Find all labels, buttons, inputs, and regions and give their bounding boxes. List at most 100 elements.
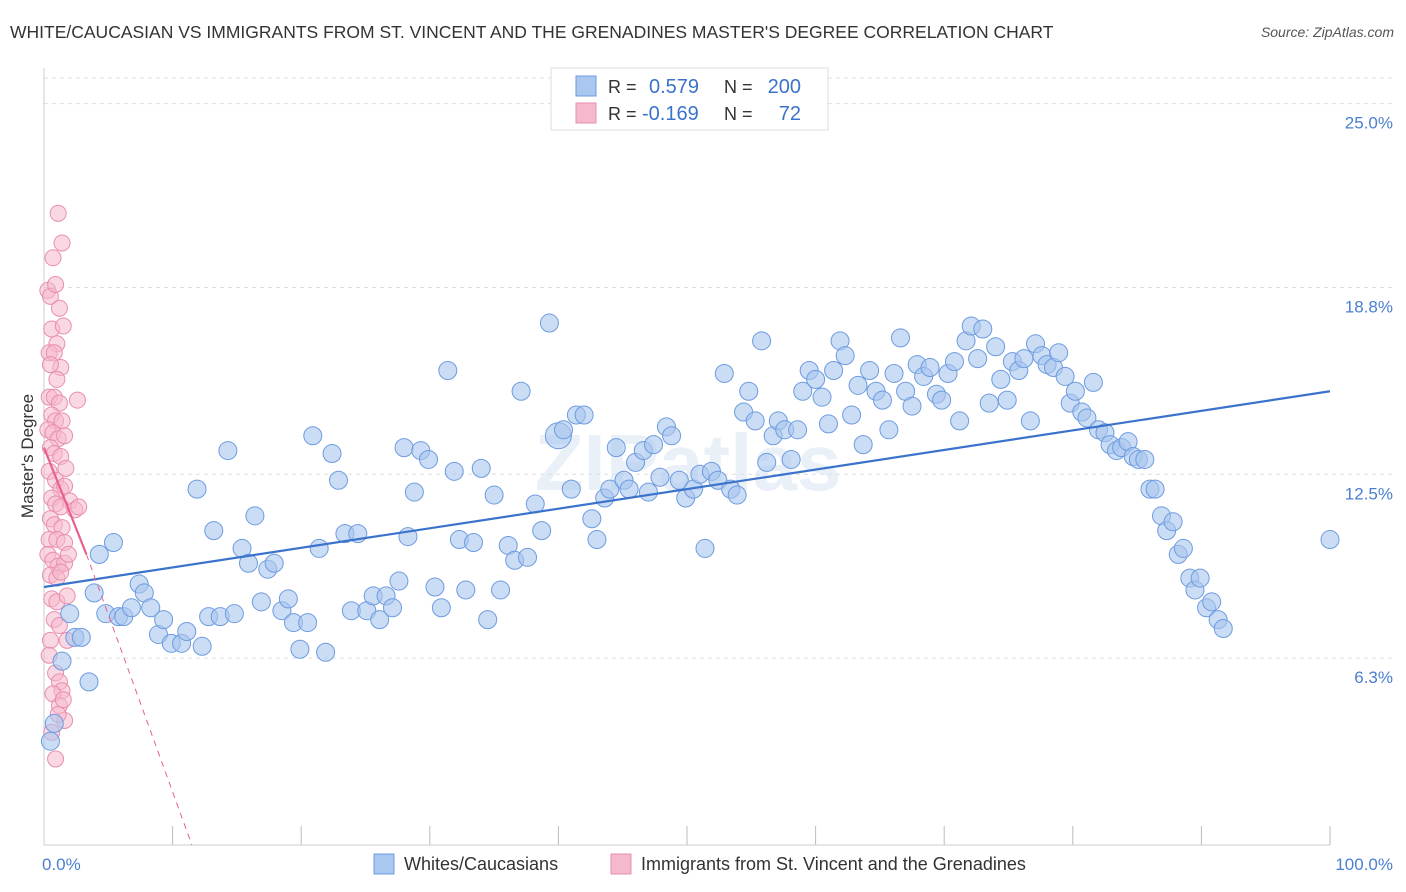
blue-data-point [278,589,298,609]
blue-data-point [1049,343,1069,363]
blue-data-point [644,435,664,455]
pink-data-point [57,459,75,477]
blue-data-point [973,319,993,339]
blue-data-point [44,713,64,733]
stats-legend-box [550,67,829,131]
blue-data-point [316,642,336,662]
blue-data-point [1190,568,1210,588]
blue-data-point [950,411,970,431]
blue-data-point [478,610,498,630]
pink-trend-extension [85,554,193,846]
blue-data-point [968,349,988,369]
blue-data-point [714,363,734,383]
blue-data-point [389,571,409,591]
pink-data-point [41,631,59,649]
blue-data-point [1055,366,1075,386]
y-tick-label: 6.3% [1354,668,1393,687]
blue-data-point [1077,408,1097,428]
blue-data-point [444,461,464,481]
blue-data-point [979,393,999,413]
pink-data-point [41,356,59,374]
blue-data-point [251,592,271,612]
legend-pink-swatch [610,853,632,875]
blue-trend-line [43,390,1331,589]
y-tick-labels: 6.3% 12.5% 18.8% 25.0% [1345,114,1393,688]
blue-data-point [752,331,772,351]
blue-data-point [574,405,594,425]
blue-data-point [40,731,60,751]
legend-r-value-1: 0.579 [649,76,699,98]
blue-data-point [60,604,80,624]
blue-data-point [745,411,765,431]
blue-data-point [587,530,607,550]
blue-data-point [842,405,862,425]
blue-data-point [1014,349,1034,369]
blue-data-point [1173,538,1193,558]
blue-data-point [511,381,531,401]
pink-data-point [47,750,65,768]
blue-data-point [52,651,72,671]
chart-title: WHITE/CAUCASIAN VS IMMIGRANTS FROM ST. V… [10,22,1054,42]
y-tick-label: 25.0% [1345,114,1393,133]
pink-data-point [49,204,67,222]
blue-data-point [818,414,838,434]
blue-data-point [1135,449,1155,469]
blue-data-point [89,544,109,564]
blue-data-point [727,485,747,505]
legend-n-label-1: N = [724,77,753,97]
blue-data-point [695,538,715,558]
y-tick-label: 18.8% [1345,297,1393,316]
blue-data-point [1320,530,1340,550]
blue-data-point [890,328,910,348]
blue-data-point [425,577,445,597]
blue-data-point [824,360,844,380]
x-tick-label-start: 0.0% [42,855,81,874]
blue-data-point [806,369,826,389]
blue-data-point [84,583,104,603]
blue-data-point [322,444,342,464]
legend-item-immigrants: Immigrants from St. Vincent and the Gren… [641,854,1026,874]
legend-r-value-2: -0.169 [642,103,699,125]
pink-data-point [52,563,70,581]
blue-data-point [812,387,832,407]
pink-series-points [39,204,88,768]
blue-data-point [582,509,602,529]
blue-data-point [456,580,476,600]
blue-data-point [944,352,964,372]
legend-blue-swatch [373,853,395,875]
pink-data-point [44,249,62,267]
blue-data-point [1213,619,1233,639]
blue-data-point [187,479,207,499]
blue-data-point [404,482,424,502]
blue-data-point [781,449,801,469]
blue-data-point [848,375,868,395]
blue-data-point [245,506,265,526]
blue-data-point [491,580,511,600]
blue-data-point [141,598,161,618]
blue-data-point [872,390,892,410]
x-tick-labels: 0.0% 100.0% [42,855,1393,874]
pink-data-point [50,617,68,635]
y-tick-label: 12.5% [1345,484,1393,503]
blue-data-point [539,313,559,333]
blue-data-point [835,346,855,366]
blue-data-point [79,672,99,692]
blue-data-point [788,420,808,440]
blue-data-point [383,598,403,618]
pink-data-point [53,234,71,252]
blue-data-point [238,553,258,573]
blue-data-point [71,627,91,647]
blue-data-point [920,358,940,378]
stats-legend: R = 0.579 N = 200 R = -0.169 N = 72 [550,67,829,131]
blue-data-point [561,479,581,499]
blue-data-point [532,521,552,541]
pink-data-point [47,275,65,293]
pink-legend-swatch [575,102,597,124]
blue-data-point [218,441,238,461]
blue-data-point [1202,592,1222,612]
pink-data-point [68,391,86,409]
blue-data-point [121,598,141,618]
blue-data-point [309,538,329,558]
blue-data-point [554,420,574,440]
